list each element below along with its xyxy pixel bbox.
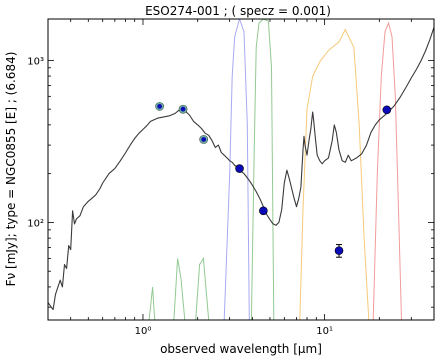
filter-curve-ks xyxy=(195,256,210,320)
model-point-1 xyxy=(179,105,188,114)
axis-ticks: 10⁰ 10¹ 10² 10³ xyxy=(27,19,435,337)
filter-curves xyxy=(148,19,402,320)
filter-curve-w3 xyxy=(299,28,370,320)
chart-title: ESO274-001 ; ( specz = 0.001) xyxy=(145,4,331,18)
photometry-point-6 xyxy=(382,105,392,115)
filter-curve-h xyxy=(173,258,186,320)
photometry-point-3 xyxy=(235,164,244,173)
sed-template-line xyxy=(48,27,434,311)
photometry-point-4 xyxy=(259,206,268,216)
model-point-0 xyxy=(155,102,164,111)
photometry-points xyxy=(155,102,392,258)
filter-curve-w4 xyxy=(372,21,402,320)
model-point-2 xyxy=(199,135,208,144)
filter-curve-w1 xyxy=(223,19,250,320)
filter-curve-w2 xyxy=(250,19,275,320)
x-axis-label: observed wavelength [μm] xyxy=(160,342,322,356)
y-tick-label: 10³ xyxy=(27,56,44,67)
y-tick-label: 10² xyxy=(27,218,44,229)
photometry-point-5 xyxy=(334,246,344,255)
plot-frame xyxy=(47,18,435,321)
sed-template xyxy=(48,27,434,311)
y-axis-label: Fν [mJy]; type = NGC0855 [E] ; (6.684) xyxy=(4,52,18,287)
x-tick-label: 10⁰ xyxy=(135,326,152,337)
filter-curve-j xyxy=(148,286,156,320)
x-tick-label: 10¹ xyxy=(316,326,333,337)
